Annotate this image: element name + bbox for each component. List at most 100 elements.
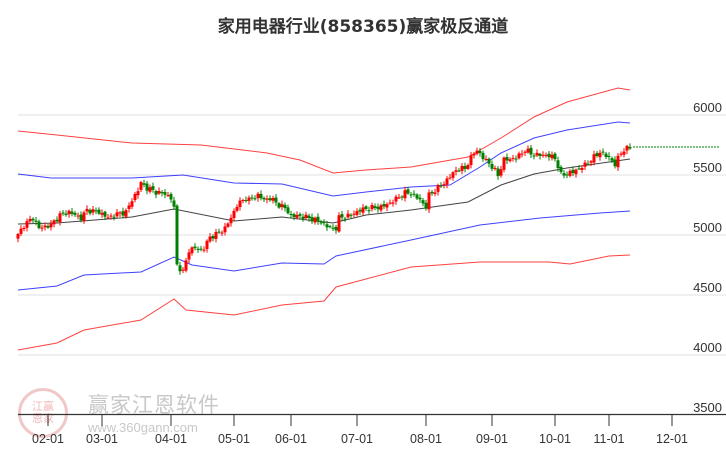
candle-body [46,226,50,228]
candle-body [571,169,575,174]
candle-body [445,178,449,185]
candle-body [70,211,74,214]
candle-body [103,211,107,217]
candle-body [262,197,266,200]
candle-body [100,212,104,215]
candle-body [229,217,233,224]
candle-body [520,153,524,155]
candle-body [457,170,461,172]
candle-body [235,206,239,211]
candle-body [367,210,371,212]
candle-body [25,221,29,228]
candle-body [307,215,311,219]
candle-body [526,148,530,153]
candle-body [415,194,419,199]
candle-body [112,216,116,218]
candle-body [460,165,464,171]
candle-body [436,185,440,192]
candle-body [310,217,314,222]
candle-body [73,212,77,215]
candle-body [514,158,518,160]
candle-body [607,155,611,157]
candle-body [277,203,281,208]
candle-body [97,209,101,214]
x-tick-label: 09-01 [476,432,508,446]
candle-body [586,163,590,165]
candle-body [52,220,56,225]
candle-body [67,210,71,215]
candle-body [85,208,89,212]
candle-body [421,200,425,204]
candle-body [301,216,305,219]
candle-body [223,226,227,233]
candle-body [292,214,296,218]
candle-body [109,215,113,217]
candle-body [454,170,458,172]
candle-body [40,227,44,229]
watermark-brand: 赢家江恩软件 [88,393,220,417]
candle-body [280,204,284,208]
candle-body [538,153,542,156]
candle-body [220,232,224,234]
candle-body [613,159,617,167]
candle-body [115,212,119,217]
candle-body [202,249,206,251]
candle-body [175,205,179,265]
candle-body [151,186,155,190]
candle-body [43,225,47,228]
candle-body [448,177,452,179]
candle-body [319,222,323,224]
candle-body [589,161,593,163]
candle-body [565,174,569,176]
y-tick-label: 5000 [693,220,722,235]
candle-body [544,154,548,156]
candle-body [466,165,470,169]
candle-body [295,214,299,218]
candle-body [481,152,485,160]
candle-body [484,158,488,160]
watermark-url: www.360gann.com [88,420,198,435]
candle-body [463,166,467,169]
candle-body [574,169,578,175]
candle-body [184,260,188,271]
candle-body [241,200,245,202]
candle-body [547,153,551,158]
candle-body [556,160,560,169]
candle-body [562,173,566,176]
candle-body [55,219,59,222]
candle-body [31,218,35,221]
candle-body [88,209,92,214]
candle-body [37,221,41,229]
candle-body [286,207,290,214]
candle-body [601,151,605,153]
candle-body [490,163,494,169]
x-tick-label: 02-01 [32,432,64,446]
candle-body [499,169,503,176]
candle-body [268,198,272,201]
candle-body [379,205,383,211]
candle-body [250,197,254,199]
candle-body [577,168,581,170]
candle-body [517,153,521,159]
candle-body [358,209,362,212]
candle-body [583,162,587,167]
candle-body [625,145,629,151]
candle-body [247,197,251,201]
candle-body [616,155,620,168]
candle-body [259,193,263,199]
candle-body [154,191,158,195]
candle-body [178,265,182,272]
candle-body [328,226,332,228]
y-tick-label: 3500 [693,400,722,415]
candle-body [181,269,185,271]
candle-body [160,192,164,194]
candle-body [568,170,572,176]
candle-body [313,217,317,223]
candle-body [352,213,356,215]
x-tick-label: 10-01 [539,432,571,446]
x-tick-label: 06-01 [275,432,307,446]
candle-body [271,198,275,201]
candle-body [211,236,215,239]
candle-body [559,166,563,172]
candle-body [28,218,32,222]
